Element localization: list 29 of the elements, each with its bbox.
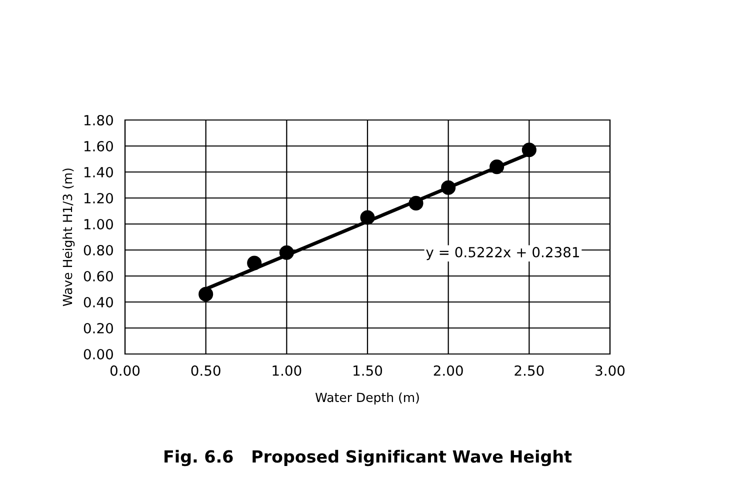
y-tick-label: 0.00 — [84, 348, 113, 360]
point — [360, 210, 375, 225]
x-tick-label: 3.00 — [596, 365, 625, 376]
text: Fig. 6.6 Proposed Significant Wave Height — [164, 450, 572, 466]
annotation: y = 0.5222x + 0.2381 — [426, 246, 579, 260]
x-tick-label: 1.00 — [272, 365, 302, 376]
y-tick-label: 0.20 — [84, 322, 113, 334]
point — [522, 142, 536, 158]
point — [490, 160, 504, 174]
x-axis-title: Water Depth (m) — [315, 392, 419, 405]
y-axis-title: Wave Height H1/3 (m) — [62, 168, 75, 306]
y-tick-label: 1.00 — [84, 218, 113, 230]
y-tick-label: 1.60 — [84, 140, 113, 152]
y-tick-label: 1.80 — [84, 114, 113, 126]
x-tick-label: 1.50 — [354, 365, 382, 376]
y-tick-label: 0.40 — [84, 296, 113, 308]
x-tick-label: 2.00 — [434, 365, 463, 376]
point — [279, 245, 294, 260]
y-tick-label: 0.80 — [84, 244, 113, 256]
point — [441, 180, 456, 195]
x-tick-label: 0.50 — [191, 365, 220, 376]
point — [198, 286, 214, 302]
point — [247, 256, 262, 270]
y-tick-label: 1.20 — [84, 192, 113, 204]
y-tick-label: 1.40 — [84, 166, 113, 178]
x-tick-label: 2.50 — [514, 365, 544, 376]
y-tick-label: 0.60 — [84, 270, 113, 282]
x-tick-label: 0.00 — [110, 365, 140, 376]
point — [408, 196, 424, 210]
